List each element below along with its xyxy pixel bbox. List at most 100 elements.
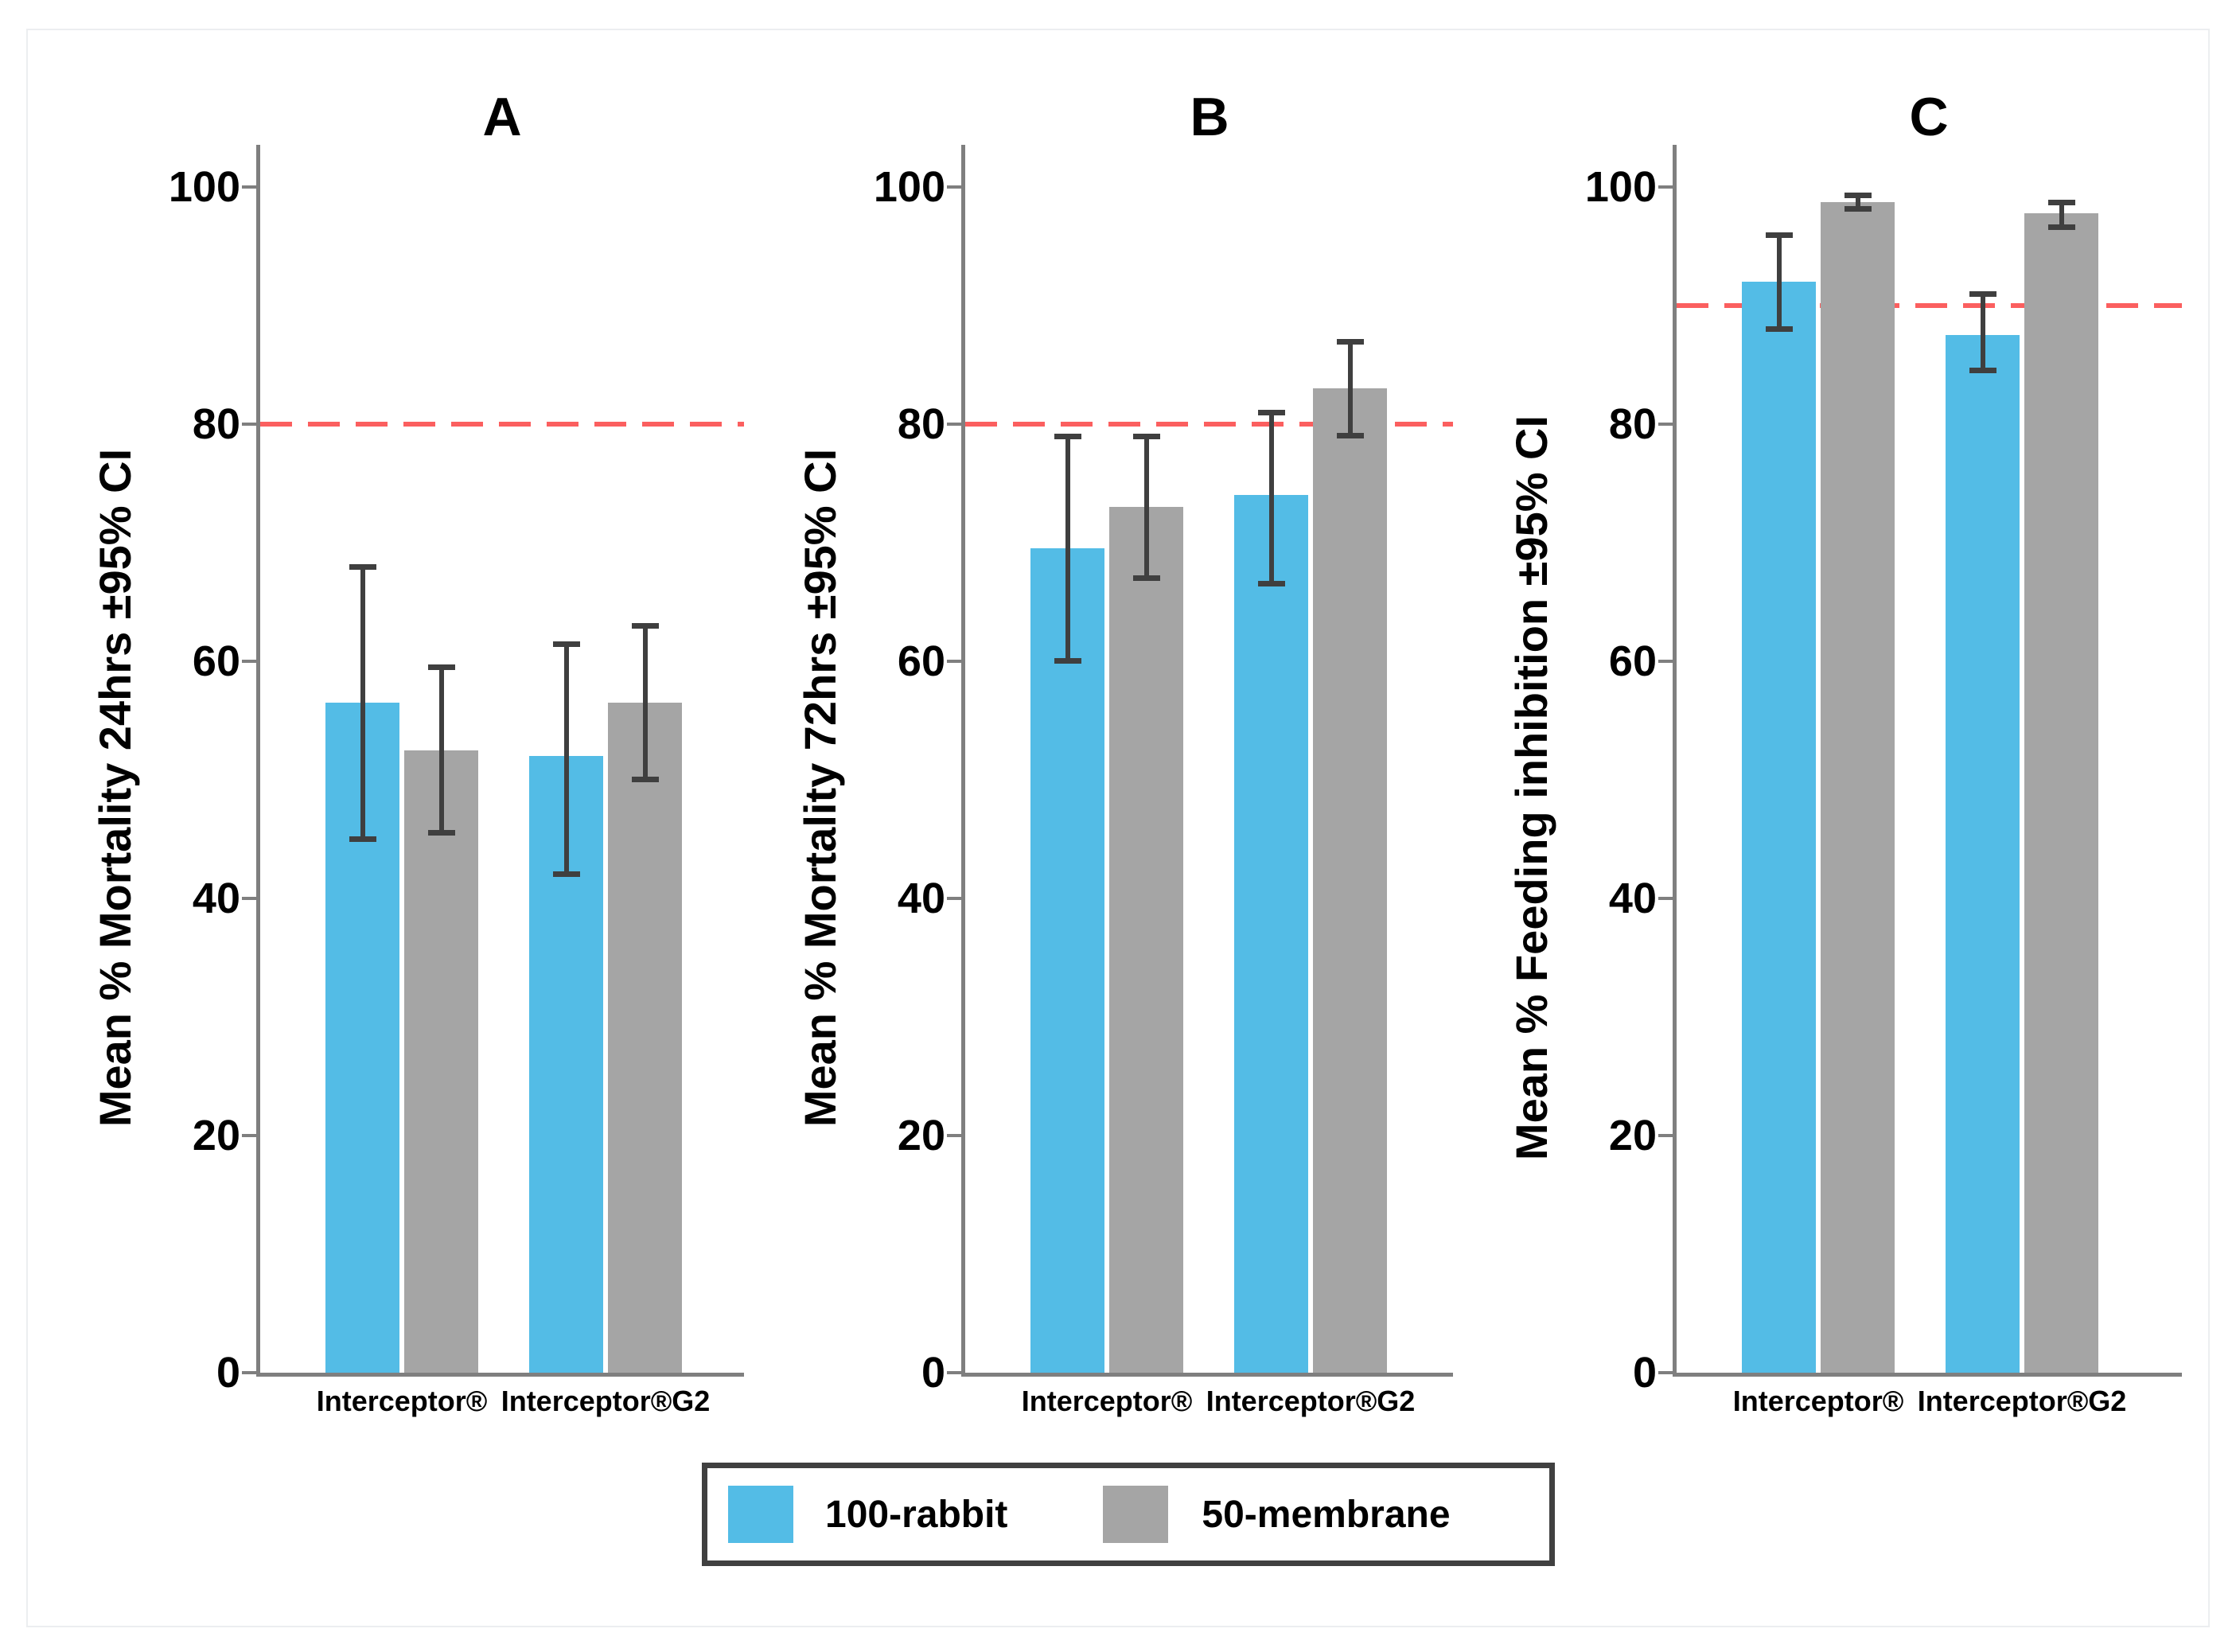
error-bar-cap bbox=[1844, 206, 1872, 212]
error-bar-cap bbox=[349, 563, 376, 570]
y-tick bbox=[242, 185, 256, 189]
y-tick bbox=[1658, 1134, 1673, 1137]
bar-100-rabbit bbox=[1946, 335, 2020, 1373]
y-tick-label: 60 bbox=[192, 637, 240, 685]
error-bar-cap bbox=[1132, 433, 1160, 439]
error-bar-stem bbox=[1268, 412, 1274, 585]
y-tick-label: 20 bbox=[1608, 1112, 1657, 1159]
y-tick bbox=[947, 897, 961, 900]
y-tick-label: 100 bbox=[1584, 163, 1657, 211]
y-tick bbox=[242, 660, 256, 663]
error-bar-stem bbox=[438, 667, 444, 834]
y-tick-label: 40 bbox=[1608, 875, 1657, 922]
error-bar-cap bbox=[552, 871, 580, 878]
error-bar-cap bbox=[349, 836, 376, 842]
x-axis-line bbox=[256, 1373, 744, 1377]
reference-line bbox=[1677, 303, 2182, 308]
panel-letter-c: C bbox=[1909, 87, 1949, 147]
y-tick bbox=[1658, 423, 1673, 426]
error-bar-cap bbox=[1765, 325, 1793, 332]
legend-swatch-100-rabbit bbox=[728, 1486, 793, 1543]
error-bar-stem bbox=[1776, 234, 1782, 329]
panel-letter-a: A bbox=[482, 87, 522, 147]
error-bar-cap bbox=[1132, 575, 1160, 581]
x-category-label: Interceptor®G2 bbox=[1917, 1385, 2127, 1417]
bar-100-rabbit bbox=[1234, 495, 1308, 1373]
panel-letter-b: B bbox=[1190, 87, 1229, 147]
y-tick-label: 20 bbox=[192, 1112, 240, 1159]
error-bar-cap bbox=[1844, 193, 1872, 199]
error-bar-cap bbox=[552, 641, 580, 647]
y-tick-label: 0 bbox=[921, 1349, 945, 1397]
error-bar-cap bbox=[2047, 224, 2075, 230]
error-bar-cap bbox=[2047, 200, 2075, 206]
y-tick bbox=[1658, 185, 1673, 189]
error-bar-cap bbox=[1969, 367, 1996, 373]
y-tick bbox=[947, 185, 961, 189]
error-bar-cap bbox=[631, 777, 659, 782]
bar-50-membrane bbox=[608, 703, 682, 1373]
x-axis-line bbox=[961, 1373, 1453, 1377]
y-tick bbox=[242, 423, 256, 426]
x-category-label: Interceptor® bbox=[316, 1385, 488, 1417]
error-bar-stem bbox=[360, 566, 365, 840]
legend-label-50-membrane: 50-membrane bbox=[1202, 1493, 1451, 1536]
legend: 100-rabbit 50-membrane bbox=[702, 1463, 1555, 1566]
x-category-label: Interceptor®G2 bbox=[1206, 1385, 1416, 1417]
bar-100-rabbit bbox=[1742, 282, 1816, 1373]
bar-100-rabbit bbox=[1030, 548, 1104, 1373]
y-tick bbox=[1658, 897, 1673, 900]
y-axis-line bbox=[961, 145, 965, 1377]
error-bar-cap bbox=[1336, 338, 1364, 345]
y-tick bbox=[1658, 1371, 1673, 1374]
y-axis-line bbox=[256, 145, 260, 1377]
y-tick bbox=[242, 897, 256, 900]
bar-50-membrane bbox=[404, 750, 478, 1373]
y-tick bbox=[1658, 660, 1673, 663]
y-tick-label: 60 bbox=[1608, 637, 1657, 685]
y-axis-title-b: Mean % Mortality 72hrs ±95% CI bbox=[795, 448, 845, 1128]
error-bar-stem bbox=[1065, 435, 1070, 661]
error-bar-cap bbox=[427, 664, 455, 671]
y-tick bbox=[242, 1134, 256, 1137]
error-bar-stem bbox=[1980, 294, 1985, 371]
bar-50-membrane bbox=[1109, 507, 1183, 1373]
y-axis-title-c: Mean % Feeding inhibition ±95% CI bbox=[1506, 415, 1556, 1161]
y-tick-label: 0 bbox=[216, 1349, 240, 1397]
reference-line bbox=[965, 422, 1453, 427]
error-bar-cap bbox=[1336, 432, 1364, 438]
error-bar-cap bbox=[1054, 658, 1081, 664]
y-tick bbox=[947, 660, 961, 663]
y-tick-label: 80 bbox=[192, 400, 240, 448]
y-tick-label: 20 bbox=[897, 1112, 945, 1159]
error-bar-stem bbox=[1143, 435, 1149, 579]
error-bar-stem bbox=[1347, 341, 1353, 436]
y-tick-label: 100 bbox=[873, 163, 945, 211]
error-bar-cap bbox=[427, 830, 455, 836]
x-category-label: Interceptor® bbox=[1732, 1385, 1904, 1417]
y-tick bbox=[947, 1371, 961, 1374]
y-tick-label: 100 bbox=[168, 163, 240, 211]
error-bar-stem bbox=[2059, 202, 2064, 228]
y-tick-label: 40 bbox=[897, 875, 945, 922]
y-tick bbox=[947, 423, 961, 426]
error-bar-cap bbox=[1765, 232, 1793, 238]
x-category-label: Interceptor® bbox=[1021, 1385, 1193, 1417]
error-bar-stem bbox=[642, 625, 648, 780]
figure-border bbox=[26, 29, 2210, 1627]
y-tick-label: 40 bbox=[192, 875, 240, 922]
bar-50-membrane bbox=[2024, 212, 2098, 1373]
bar-50-membrane bbox=[1821, 202, 1895, 1373]
x-axis-line bbox=[1673, 1373, 2182, 1377]
y-tick bbox=[242, 1371, 256, 1374]
error-bar-cap bbox=[1257, 581, 1285, 587]
error-bar-cap bbox=[1054, 433, 1081, 439]
bar-50-membrane bbox=[1313, 388, 1387, 1373]
y-tick-label: 60 bbox=[897, 637, 945, 685]
legend-swatch-50-membrane bbox=[1103, 1486, 1169, 1543]
y-tick bbox=[947, 1134, 961, 1137]
error-bar-cap bbox=[1969, 291, 1996, 298]
y-tick-label: 80 bbox=[1608, 400, 1657, 448]
y-axis-title-a: Mean % Mortality 24hrs ±95% CI bbox=[90, 448, 140, 1128]
